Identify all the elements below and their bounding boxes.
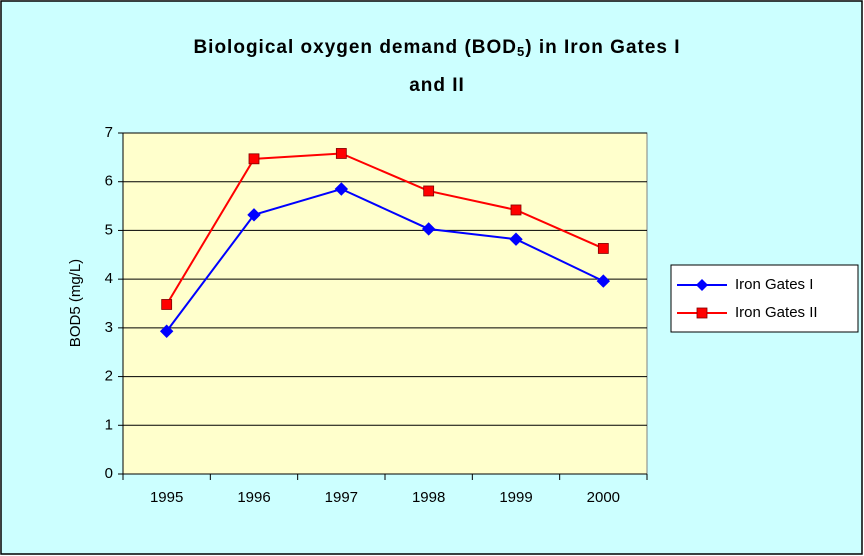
- y-tick-label: 0: [105, 465, 113, 482]
- plot-area: [122, 132, 648, 475]
- legend-label: Iron Gates I: [735, 276, 813, 293]
- y-tick-label: 5: [105, 221, 113, 238]
- chart-title-line-2: and II: [409, 75, 465, 96]
- y-tick-label: 7: [105, 124, 113, 141]
- marker: [248, 153, 260, 165]
- marker: [334, 182, 349, 196]
- x-tick-label: 1999: [499, 489, 532, 506]
- y-tick-label: 6: [105, 173, 113, 190]
- marker: [421, 222, 436, 236]
- marker: [161, 299, 173, 310]
- x-tick-label: 2000: [587, 489, 620, 506]
- marker: [597, 243, 609, 254]
- series-line: [165, 152, 604, 305]
- marker: [247, 208, 261, 222]
- title-part: ) in Iron Gates I: [525, 37, 680, 58]
- x-tick-label: 1996: [237, 489, 270, 506]
- marker: [509, 232, 523, 246]
- title-part: Biological oxygen demand (BOD: [193, 37, 517, 58]
- y-tick-label: 2: [105, 368, 113, 385]
- legend-marker: [696, 279, 708, 291]
- title-subscript: 5: [517, 44, 525, 59]
- series-line: [165, 187, 604, 332]
- marker: [423, 185, 435, 197]
- marker: [335, 148, 347, 159]
- x-tick-label: 1997: [325, 489, 358, 506]
- legend-box: [670, 264, 859, 333]
- x-tick-label: 1995: [150, 489, 183, 506]
- marker: [159, 324, 174, 338]
- y-tick-label: 3: [105, 319, 113, 336]
- y-axis-label: BOD5 (mg/L): [67, 259, 84, 347]
- y-tick-label: 4: [105, 270, 113, 287]
- marker: [596, 274, 611, 288]
- legend: Iron Gates I Iron Gates II: [670, 264, 859, 333]
- legend-label: Iron Gates II: [735, 304, 818, 321]
- chart-title: Biological oxygen demand (BOD5) in Iron …: [193, 37, 680, 59]
- marker: [510, 204, 522, 216]
- y-tick-label: 1: [105, 416, 113, 433]
- legend-marker: [696, 307, 708, 319]
- x-tick-label: 1998: [412, 489, 445, 506]
